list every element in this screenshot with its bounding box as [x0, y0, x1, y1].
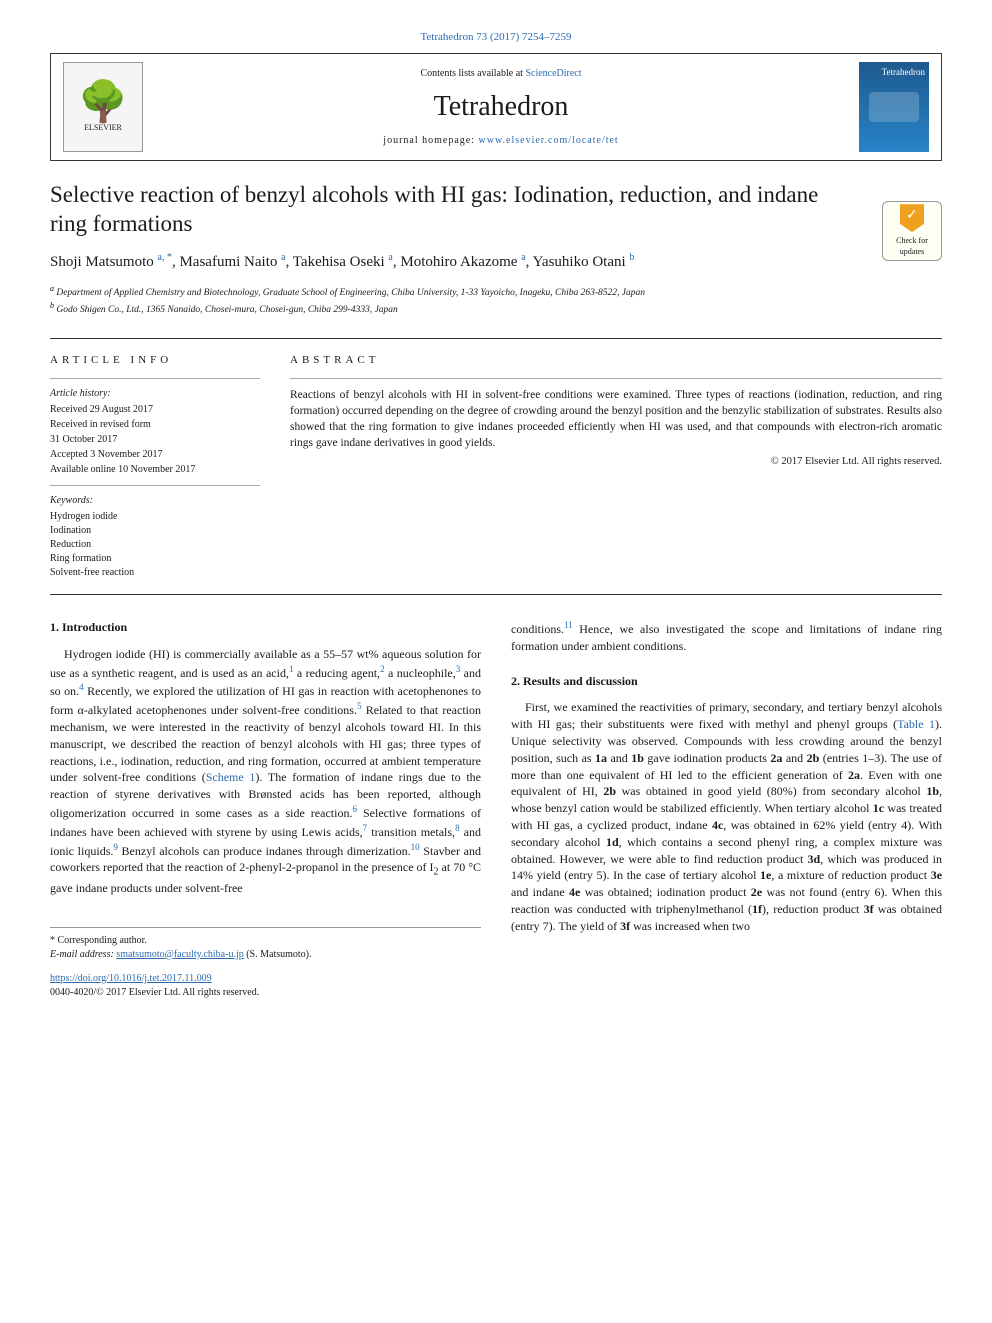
doi-link[interactable]: https://doi.org/10.1016/j.tet.2017.11.00…: [50, 973, 212, 984]
journal-banner: 🌳 ELSEVIER Contents lists available at S…: [50, 53, 942, 161]
sciencedirect-link[interactable]: ScienceDirect: [525, 68, 581, 79]
affiliation-b: b Godo Shigen Co., Ltd., 1365 Nanaido, C…: [50, 300, 942, 317]
history-received: Received 29 August 2017: [50, 403, 260, 417]
badge-line2: updates: [900, 246, 924, 257]
keywords-label: Keywords:: [50, 494, 260, 508]
email-label: E-mail address:: [50, 949, 116, 960]
info-heading: ARTICLE INFO: [50, 353, 260, 368]
cover-title: Tetrahedron: [863, 66, 925, 79]
homepage-line: journal homepage: www.elsevier.com/locat…: [143, 134, 859, 148]
abstract-copyright: © 2017 Elsevier Ltd. All rights reserved…: [290, 455, 942, 470]
doi-block: https://doi.org/10.1016/j.tet.2017.11.00…: [50, 972, 481, 1000]
history-revised-1: Received in revised form: [50, 418, 260, 432]
body-columns: 1. Introduction Hydrogen iodide (HI) is …: [50, 619, 942, 1000]
keyword: Reduction: [50, 538, 260, 552]
bookmark-check-icon: [900, 204, 924, 232]
right-column: conditions.11 Hence, we also investigate…: [511, 619, 942, 1000]
authors-line: Shoji Matsumoto a, *, Masafumi Naito a, …: [50, 251, 942, 273]
results-heading: 2. Results and discussion: [511, 673, 942, 690]
affiliations: a Department of Applied Chemistry and Bi…: [50, 283, 942, 318]
affiliation-a: a Department of Applied Chemistry and Bi…: [50, 283, 942, 300]
history-accepted: Accepted 3 November 2017: [50, 448, 260, 462]
contents-prefix: Contents lists available at: [420, 68, 525, 79]
elsevier-logo: 🌳 ELSEVIER: [63, 62, 143, 152]
abstract-text: Reactions of benzyl alcohols with HI in …: [290, 387, 942, 451]
left-column: 1. Introduction Hydrogen iodide (HI) is …: [50, 619, 481, 1000]
email-suffix: (S. Matsumoto).: [244, 949, 312, 960]
info-abstract-row: ARTICLE INFO Article history: Received 2…: [50, 338, 942, 595]
corresponding-footer: * Corresponding author. E-mail address: …: [50, 927, 481, 962]
email-link[interactable]: smatsumoto@faculty.chiba-u.jp: [116, 949, 243, 960]
results-paragraph: First, we examined the reactivities of p…: [511, 699, 942, 934]
abstract: ABSTRACT Reactions of benzyl alcohols wi…: [290, 353, 942, 580]
history-label: Article history:: [50, 387, 260, 401]
publisher-name: ELSEVIER: [84, 122, 122, 133]
intro-continuation: conditions.11 Hence, we also investigate…: [511, 619, 942, 655]
homepage-prefix: journal homepage:: [383, 135, 478, 146]
cover-art-icon: [869, 92, 919, 122]
journal-cover-thumb: Tetrahedron: [859, 62, 929, 152]
abstract-heading: ABSTRACT: [290, 353, 942, 368]
keyword: Solvent-free reaction: [50, 566, 260, 580]
intro-paragraph: Hydrogen iodide (HI) is commercially ava…: [50, 646, 481, 897]
check-updates-badge[interactable]: Check for updates: [882, 201, 942, 261]
email-line: E-mail address: smatsumoto@faculty.chiba…: [50, 948, 481, 962]
badge-line1: Check for: [896, 235, 928, 246]
history-online: Available online 10 November 2017: [50, 463, 260, 477]
elsevier-tree-icon: 🌳: [78, 82, 128, 122]
intro-heading: 1. Introduction: [50, 619, 481, 636]
journal-name: Tetrahedron: [143, 87, 859, 126]
article-title: Selective reaction of benzyl alcohols wi…: [50, 181, 942, 239]
article-info: ARTICLE INFO Article history: Received 2…: [50, 353, 260, 580]
keyword: Ring formation: [50, 552, 260, 566]
homepage-link[interactable]: www.elsevier.com/locate/tet: [479, 135, 619, 146]
keyword: Iodination: [50, 524, 260, 538]
banner-center: Contents lists available at ScienceDirec…: [143, 67, 859, 148]
issn-copyright: 0040-4020/© 2017 Elsevier Ltd. All right…: [50, 987, 259, 998]
citation-header: Tetrahedron 73 (2017) 7254–7259: [50, 30, 942, 45]
contents-line: Contents lists available at ScienceDirec…: [143, 67, 859, 81]
keyword: Hydrogen iodide: [50, 510, 260, 524]
history-revised-2: 31 October 2017: [50, 433, 260, 447]
corresponding-label: * Corresponding author.: [50, 934, 481, 948]
